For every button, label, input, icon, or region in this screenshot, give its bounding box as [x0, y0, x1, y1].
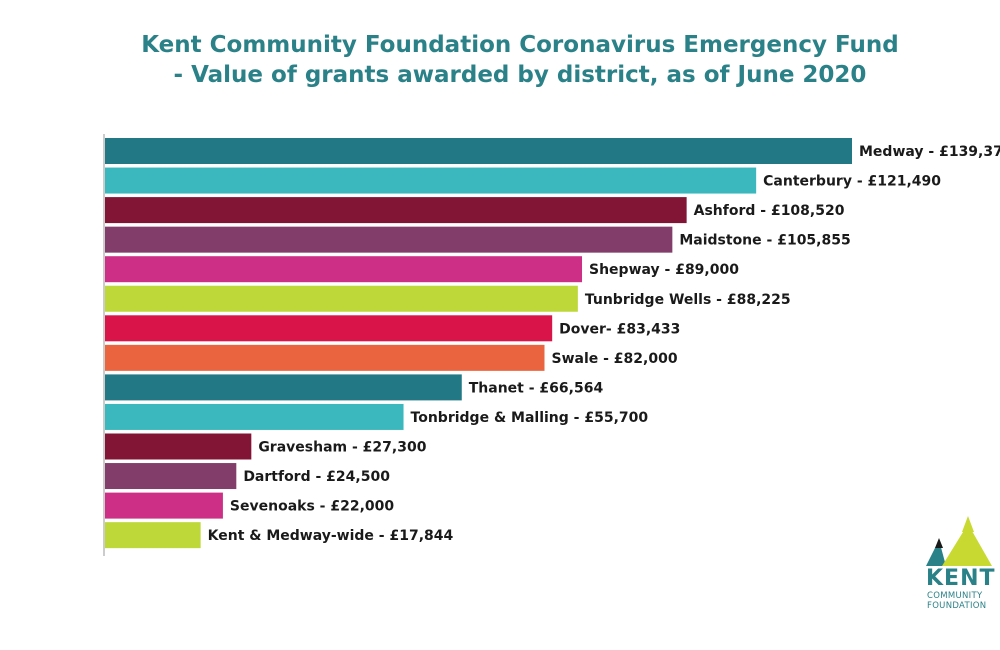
bar-canterbury — [105, 167, 757, 194]
bar-dartford — [105, 463, 237, 490]
kent-community-foundation-logo: KENT COMMUNITY FOUNDATION — [918, 510, 998, 620]
bar-data-label: Tunbridge Wells - £88,225 — [585, 292, 791, 308]
chart-title-line-1: Kent Community Foundation Coronavirus Em… — [141, 32, 899, 58]
bar-data-label: Thanet - £66,564 — [469, 380, 604, 396]
bar-data-label: Ashford - £108,520 — [694, 203, 845, 219]
bar-data-label: Sevenoaks - £22,000 — [230, 499, 394, 515]
bar-data-label: Kent & Medway-wide - £17,844 — [208, 528, 454, 544]
bar-shepway — [105, 256, 583, 283]
bar-data-label: Dartford - £24,500 — [243, 469, 390, 485]
bar-data-label: Tonbridge & Malling - £55,700 — [411, 410, 649, 426]
bar-thanet — [105, 374, 462, 401]
bars-layer: Medway - £139,373 Canterbury - £121,490 As… — [105, 138, 1000, 549]
bar-medway — [105, 138, 852, 164]
bar-tonbridge-malling — [105, 403, 404, 430]
bar-data-label: Dover- £83,433 — [559, 321, 680, 337]
bar-tunbridge-wells — [105, 285, 578, 312]
bar-data-label: Medway - £139,373 — [859, 144, 1000, 160]
bar-data-label: Gravesham - £27,300 — [258, 440, 426, 456]
logo-foundation-text: FOUNDATION — [927, 601, 987, 611]
bar-data-label: Maidstone - £105,855 — [679, 233, 850, 249]
logo-community-text: COMMUNITY — [927, 591, 983, 601]
bar-ashford — [105, 197, 687, 224]
bar-maidstone — [105, 226, 673, 253]
chart-title: Kent Community Foundation Coronavirus Em… — [130, 30, 910, 90]
bar-kent-medway-wide — [105, 522, 201, 549]
logo-kent-text: KENT — [926, 566, 996, 591]
bar-gravesham — [105, 433, 252, 460]
bar-data-label: Shepway - £89,000 — [589, 262, 739, 278]
chart-title-line-2: - Value of grants awarded by district, a… — [173, 62, 867, 88]
bar-sevenoaks — [105, 492, 223, 519]
bar-data-label: Swale - £82,000 — [551, 351, 677, 367]
bar-swale — [105, 344, 545, 371]
logo-mark-icon — [926, 516, 992, 566]
bar-data-label: Canterbury - £121,490 — [763, 174, 941, 190]
bar-dover — [105, 315, 553, 342]
